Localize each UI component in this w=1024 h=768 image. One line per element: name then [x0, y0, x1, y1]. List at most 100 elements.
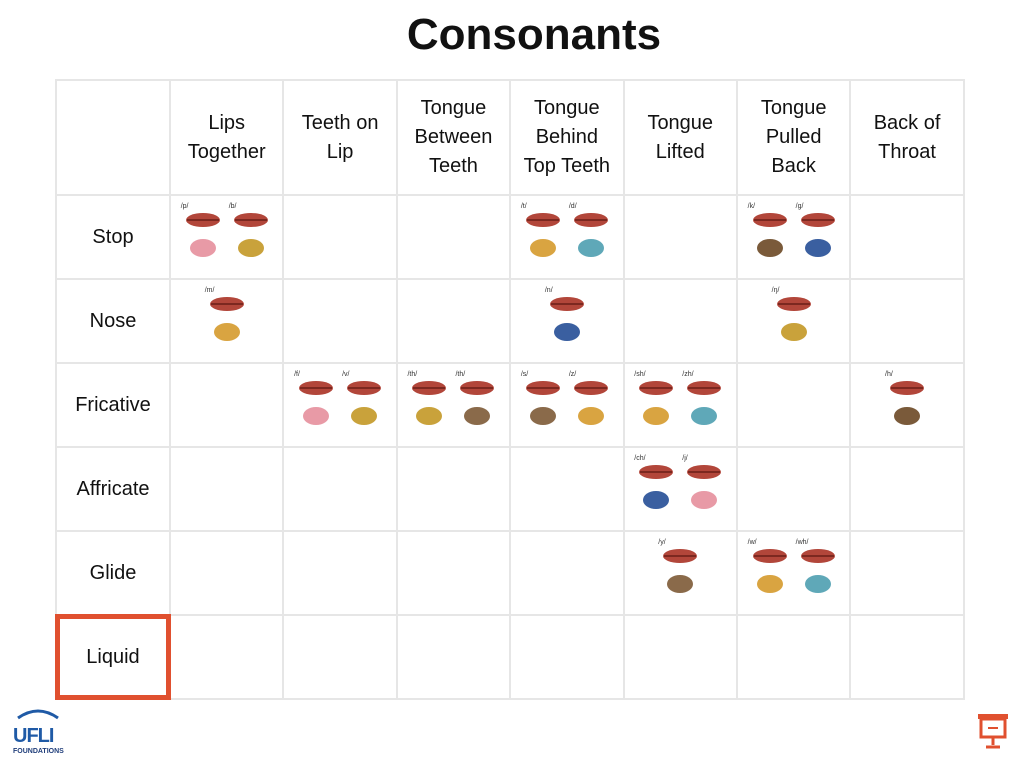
table-cell — [735, 614, 852, 700]
sound: /m/ — [205, 287, 249, 355]
sound: /w/ — [748, 539, 792, 607]
table-cell — [282, 614, 398, 700]
table-row: Affricate/ch/ /j/ — [55, 446, 965, 532]
sound-picture — [663, 549, 698, 593]
column-header: Back of Throat — [849, 79, 965, 196]
sound-picture — [185, 213, 220, 257]
sound-label: /d/ — [568, 203, 577, 210]
sound-label: /y/ — [658, 539, 666, 546]
column-header: Lips Together — [168, 79, 285, 196]
sound: /v/ — [342, 371, 386, 439]
sound: /wh/ — [796, 539, 840, 607]
sound-label: /wh/ — [795, 539, 809, 546]
sound-picture — [525, 213, 560, 257]
sound: /ŋ/ — [772, 287, 816, 355]
table-cell: /s/ /z/ — [509, 362, 625, 448]
sound-picture — [800, 549, 835, 593]
sound-label: /th/ — [455, 371, 466, 378]
table-row: Stop/p/ /b/ /t/ /d/ /k/ /g/ — [55, 194, 965, 280]
table-cell: /k/ /g/ — [735, 194, 852, 280]
table-cell — [849, 194, 965, 280]
row-header: Affricate — [55, 446, 171, 532]
sound-picture — [573, 213, 608, 257]
table-cell — [282, 194, 398, 280]
sound: /y/ — [658, 539, 702, 607]
logo-subtext: FOUNDATIONS — [13, 748, 64, 755]
table-row: Nose/m/ /n/ /ŋ/ — [55, 278, 965, 364]
sound-picture — [299, 381, 334, 425]
column-header: Teeth on Lip — [282, 79, 398, 196]
table-cell — [622, 194, 738, 280]
row-header: Glide — [55, 530, 171, 616]
column-header: Tongue Lifted — [622, 79, 738, 196]
table-cell: /t/ /d/ — [509, 194, 625, 280]
sound-picture — [209, 297, 244, 341]
present-icon[interactable] — [976, 712, 1010, 752]
sound-label: /m/ — [204, 287, 215, 294]
sound-label: /g/ — [795, 203, 804, 210]
table-cell: /p/ /b/ — [168, 194, 285, 280]
sound-picture — [233, 213, 268, 257]
table-cell: /th/ /th/ — [395, 362, 512, 448]
table-cell — [395, 446, 512, 532]
table-cell — [735, 446, 852, 532]
sound-picture — [752, 213, 787, 257]
sound-picture — [573, 381, 608, 425]
sound-label: /ch/ — [634, 455, 646, 462]
sound-label: /f/ — [294, 371, 300, 378]
table-cell — [622, 614, 738, 700]
sound: /sh/ — [634, 371, 678, 439]
logo-icon — [17, 709, 59, 720]
sound-picture — [639, 381, 674, 425]
sound-label: /p/ — [180, 203, 189, 210]
table-cell — [509, 446, 625, 532]
table-cell: /h/ — [849, 362, 965, 448]
table-cell — [282, 446, 398, 532]
table-cell: /ŋ/ — [735, 278, 852, 364]
sound: /z/ — [569, 371, 613, 439]
sound-picture — [412, 381, 447, 425]
table-cell — [849, 530, 965, 616]
sound-picture — [687, 465, 722, 509]
header-row: Lips Together Teeth on Lip Tongue Between … — [55, 79, 965, 196]
sound-picture — [525, 381, 560, 425]
table-cell — [168, 614, 285, 700]
table-cell: /ch/ /j/ — [622, 446, 738, 532]
sound: /zh/ — [682, 371, 726, 439]
table-cell — [509, 614, 625, 700]
table-cell — [168, 530, 285, 616]
sound-label: /v/ — [342, 371, 350, 378]
title: Consonants — [406, 10, 662, 59]
column-header: Tongue Behind Top Teeth — [509, 79, 625, 196]
table-cell: /y/ — [622, 530, 738, 616]
sound-picture — [890, 381, 925, 425]
sound-picture — [347, 381, 382, 425]
table-cell — [622, 278, 738, 364]
sound-label: /k/ — [747, 203, 756, 210]
row-header: Nose — [55, 278, 171, 364]
table-cell — [509, 530, 625, 616]
table-cell: /f/ /v/ — [282, 362, 398, 448]
sound-label: /t/ — [520, 203, 527, 210]
sound: /th/ — [407, 371, 451, 439]
sound: /f/ — [294, 371, 338, 439]
sound-label: /j/ — [682, 455, 688, 462]
table-cell — [849, 446, 965, 532]
sound: /h/ — [885, 371, 929, 439]
sound: /th/ — [455, 371, 499, 439]
sound-picture — [687, 381, 722, 425]
table-cell — [395, 530, 512, 616]
row-header: Liquid — [55, 614, 171, 700]
sound-label: /s/ — [520, 371, 529, 378]
sound: /d/ — [569, 203, 613, 271]
table-cell: /m/ — [168, 278, 285, 364]
table-cell: /n/ — [509, 278, 625, 364]
sound: /s/ — [521, 371, 565, 439]
sound-picture — [752, 549, 787, 593]
sound-picture — [460, 381, 495, 425]
row-header: Fricative — [55, 362, 171, 448]
sound-label: /n/ — [544, 287, 553, 294]
sound-picture — [549, 297, 584, 341]
sound: /p/ — [181, 203, 225, 271]
